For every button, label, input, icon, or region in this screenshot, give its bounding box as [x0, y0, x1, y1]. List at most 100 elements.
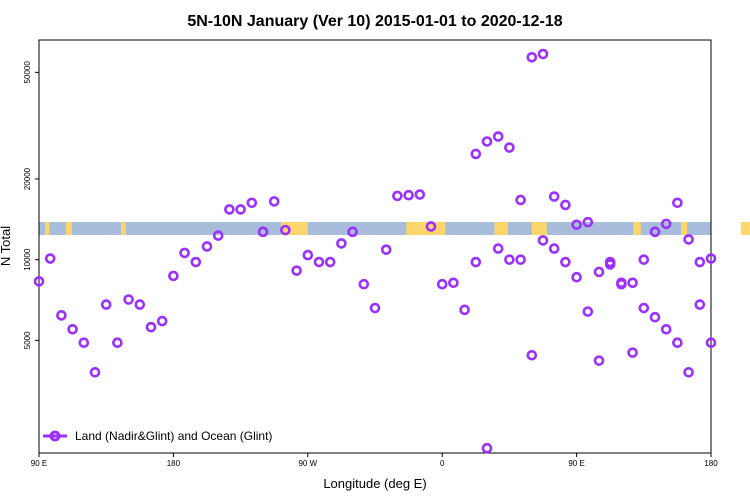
x-tick-label: 180	[704, 459, 718, 468]
data-point	[123, 294, 134, 305]
data-point	[705, 337, 717, 349]
data-point	[537, 235, 549, 246]
data-point	[268, 196, 280, 207]
data-point	[145, 321, 157, 333]
y-tick-label: 10000	[23, 248, 32, 271]
data-point	[672, 197, 683, 209]
data-point	[470, 256, 482, 268]
data-point	[201, 241, 213, 252]
data-point	[235, 204, 246, 215]
data-point	[649, 226, 661, 238]
data-point	[369, 302, 381, 314]
data-point	[660, 323, 672, 335]
legend-label: Land (Nadir&Glint) and Ocean (Glint)	[75, 429, 272, 443]
land-segment	[740, 222, 750, 235]
data-point	[604, 259, 616, 270]
data-point	[302, 249, 314, 261]
data-point	[436, 278, 448, 290]
data-point	[660, 218, 672, 230]
data-point	[280, 224, 291, 236]
data-point	[313, 256, 325, 268]
data-point	[224, 204, 235, 215]
data-point	[257, 226, 269, 238]
plot-frame	[38, 39, 712, 454]
data-point	[492, 131, 504, 142]
data-point	[414, 189, 426, 200]
x-tick-label: 90 E	[568, 459, 584, 468]
land-segment	[406, 222, 446, 235]
x-tick-label: 180	[167, 459, 181, 468]
y-axis-label: N Total	[0, 226, 13, 266]
data-point	[67, 323, 78, 335]
data-point	[56, 310, 67, 321]
data-point	[515, 254, 526, 265]
data-point	[627, 347, 638, 358]
data-point	[324, 256, 336, 268]
data-point	[526, 349, 538, 361]
ocean-band	[39, 222, 711, 235]
data-point	[515, 194, 526, 206]
data-point	[649, 311, 661, 323]
land-ocean-band	[39, 222, 750, 235]
data-point	[492, 243, 504, 254]
data-point	[705, 253, 717, 264]
data-point	[156, 315, 168, 327]
land-segment	[44, 222, 50, 235]
data-point	[571, 219, 582, 231]
y-axis: 5000 10000 20000 50000	[23, 61, 39, 349]
y-tick-label: 20000	[23, 167, 32, 190]
data-point	[638, 254, 650, 265]
data-point	[403, 189, 414, 201]
data-point	[481, 136, 493, 147]
land-segment	[681, 222, 688, 235]
legend-marker	[49, 430, 61, 442]
legend: Land (Nadir&Glint) and Ocean (Glint)	[43, 429, 272, 443]
land-segment	[121, 222, 126, 235]
data-point	[683, 234, 694, 245]
data-point	[425, 221, 437, 232]
data-point	[694, 299, 706, 310]
data-point	[537, 48, 549, 60]
data-point	[336, 238, 347, 249]
data-point	[526, 51, 538, 63]
data-point	[548, 191, 560, 202]
data-point	[672, 337, 683, 349]
data-point	[112, 337, 123, 349]
data-point	[470, 148, 482, 160]
data-point	[448, 277, 459, 289]
y-tick-label: 5000	[23, 331, 32, 349]
x-axis-label: Longitude (deg E)	[323, 476, 426, 491]
data-point	[548, 243, 560, 254]
data-point	[89, 367, 101, 378]
data-point	[504, 142, 515, 153]
data-point	[179, 247, 190, 259]
data-point	[347, 226, 358, 238]
data-point	[504, 254, 515, 265]
data-point	[291, 265, 302, 276]
data-point	[33, 276, 45, 287]
data-point	[481, 442, 493, 454]
data-point	[694, 256, 706, 268]
data-point	[459, 304, 470, 316]
x-tick-label: 90 W	[298, 459, 317, 468]
data-point	[582, 306, 594, 317]
data-point	[100, 299, 112, 310]
data-point	[246, 197, 258, 209]
data-point	[593, 266, 605, 278]
data-point	[582, 216, 594, 228]
land-segment	[65, 222, 72, 235]
land-segment	[633, 222, 641, 235]
y-tick-label: 50000	[23, 61, 32, 84]
data-point	[380, 244, 392, 255]
land-segment	[531, 222, 547, 235]
data-point	[638, 302, 650, 314]
x-tick-label: 0	[440, 459, 445, 468]
data-point	[168, 270, 179, 282]
data-point	[560, 199, 571, 211]
data-point	[78, 337, 90, 349]
x-axis: 90 E 180 90 W 0 90 E 180	[31, 453, 718, 468]
data-point	[627, 277, 638, 289]
data-point	[683, 367, 694, 378]
data-point	[212, 230, 224, 241]
